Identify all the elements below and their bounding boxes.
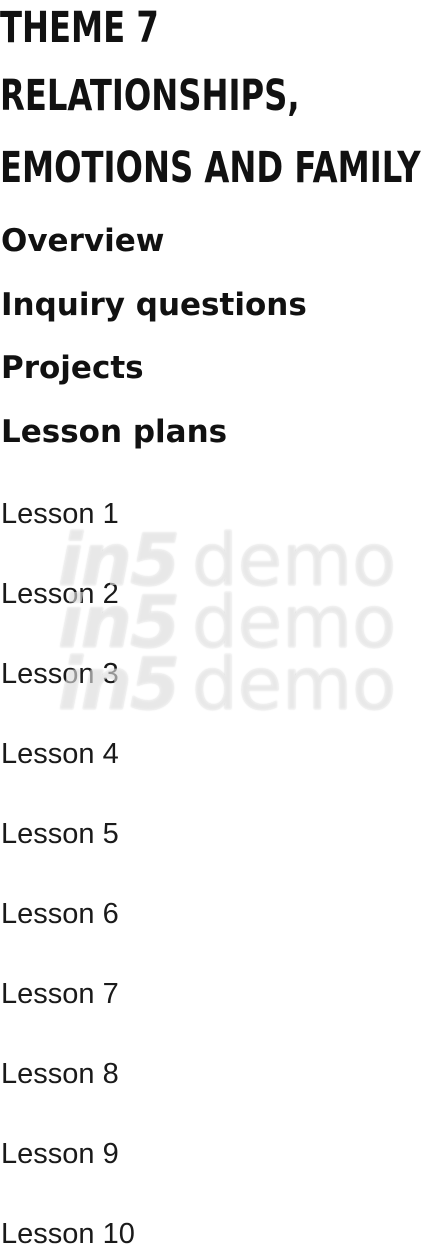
lesson-link-10[interactable]: Lesson 10 (1, 1218, 135, 1250)
nav-link-lesson-plans[interactable]: Lesson plans (1, 414, 228, 450)
nav-link-projects[interactable]: Projects (1, 350, 144, 386)
lesson-link-3[interactable]: Lesson 3 (1, 658, 119, 690)
lesson-link-2[interactable]: Lesson 2 (1, 578, 119, 610)
lesson-link-6[interactable]: Lesson 6 (1, 898, 119, 930)
lesson-link-4[interactable]: Lesson 4 (1, 738, 119, 770)
page-title-line-3: emotions and family (0, 143, 421, 193)
lesson-link-7[interactable]: Lesson 7 (1, 978, 119, 1010)
nav-link-overview[interactable]: Overview (1, 223, 165, 259)
lesson-link-8[interactable]: Lesson 8 (1, 1058, 119, 1090)
lesson-link-1[interactable]: Lesson 1 (1, 498, 119, 530)
page-title-line-1: Theme 7 (0, 3, 159, 53)
page-title-line-2: Relationships, (0, 71, 300, 121)
lesson-link-9[interactable]: Lesson 9 (1, 1138, 119, 1170)
nav-link-inquiry-questions[interactable]: Inquiry questions (1, 287, 307, 323)
lesson-link-5[interactable]: Lesson 5 (1, 818, 119, 850)
